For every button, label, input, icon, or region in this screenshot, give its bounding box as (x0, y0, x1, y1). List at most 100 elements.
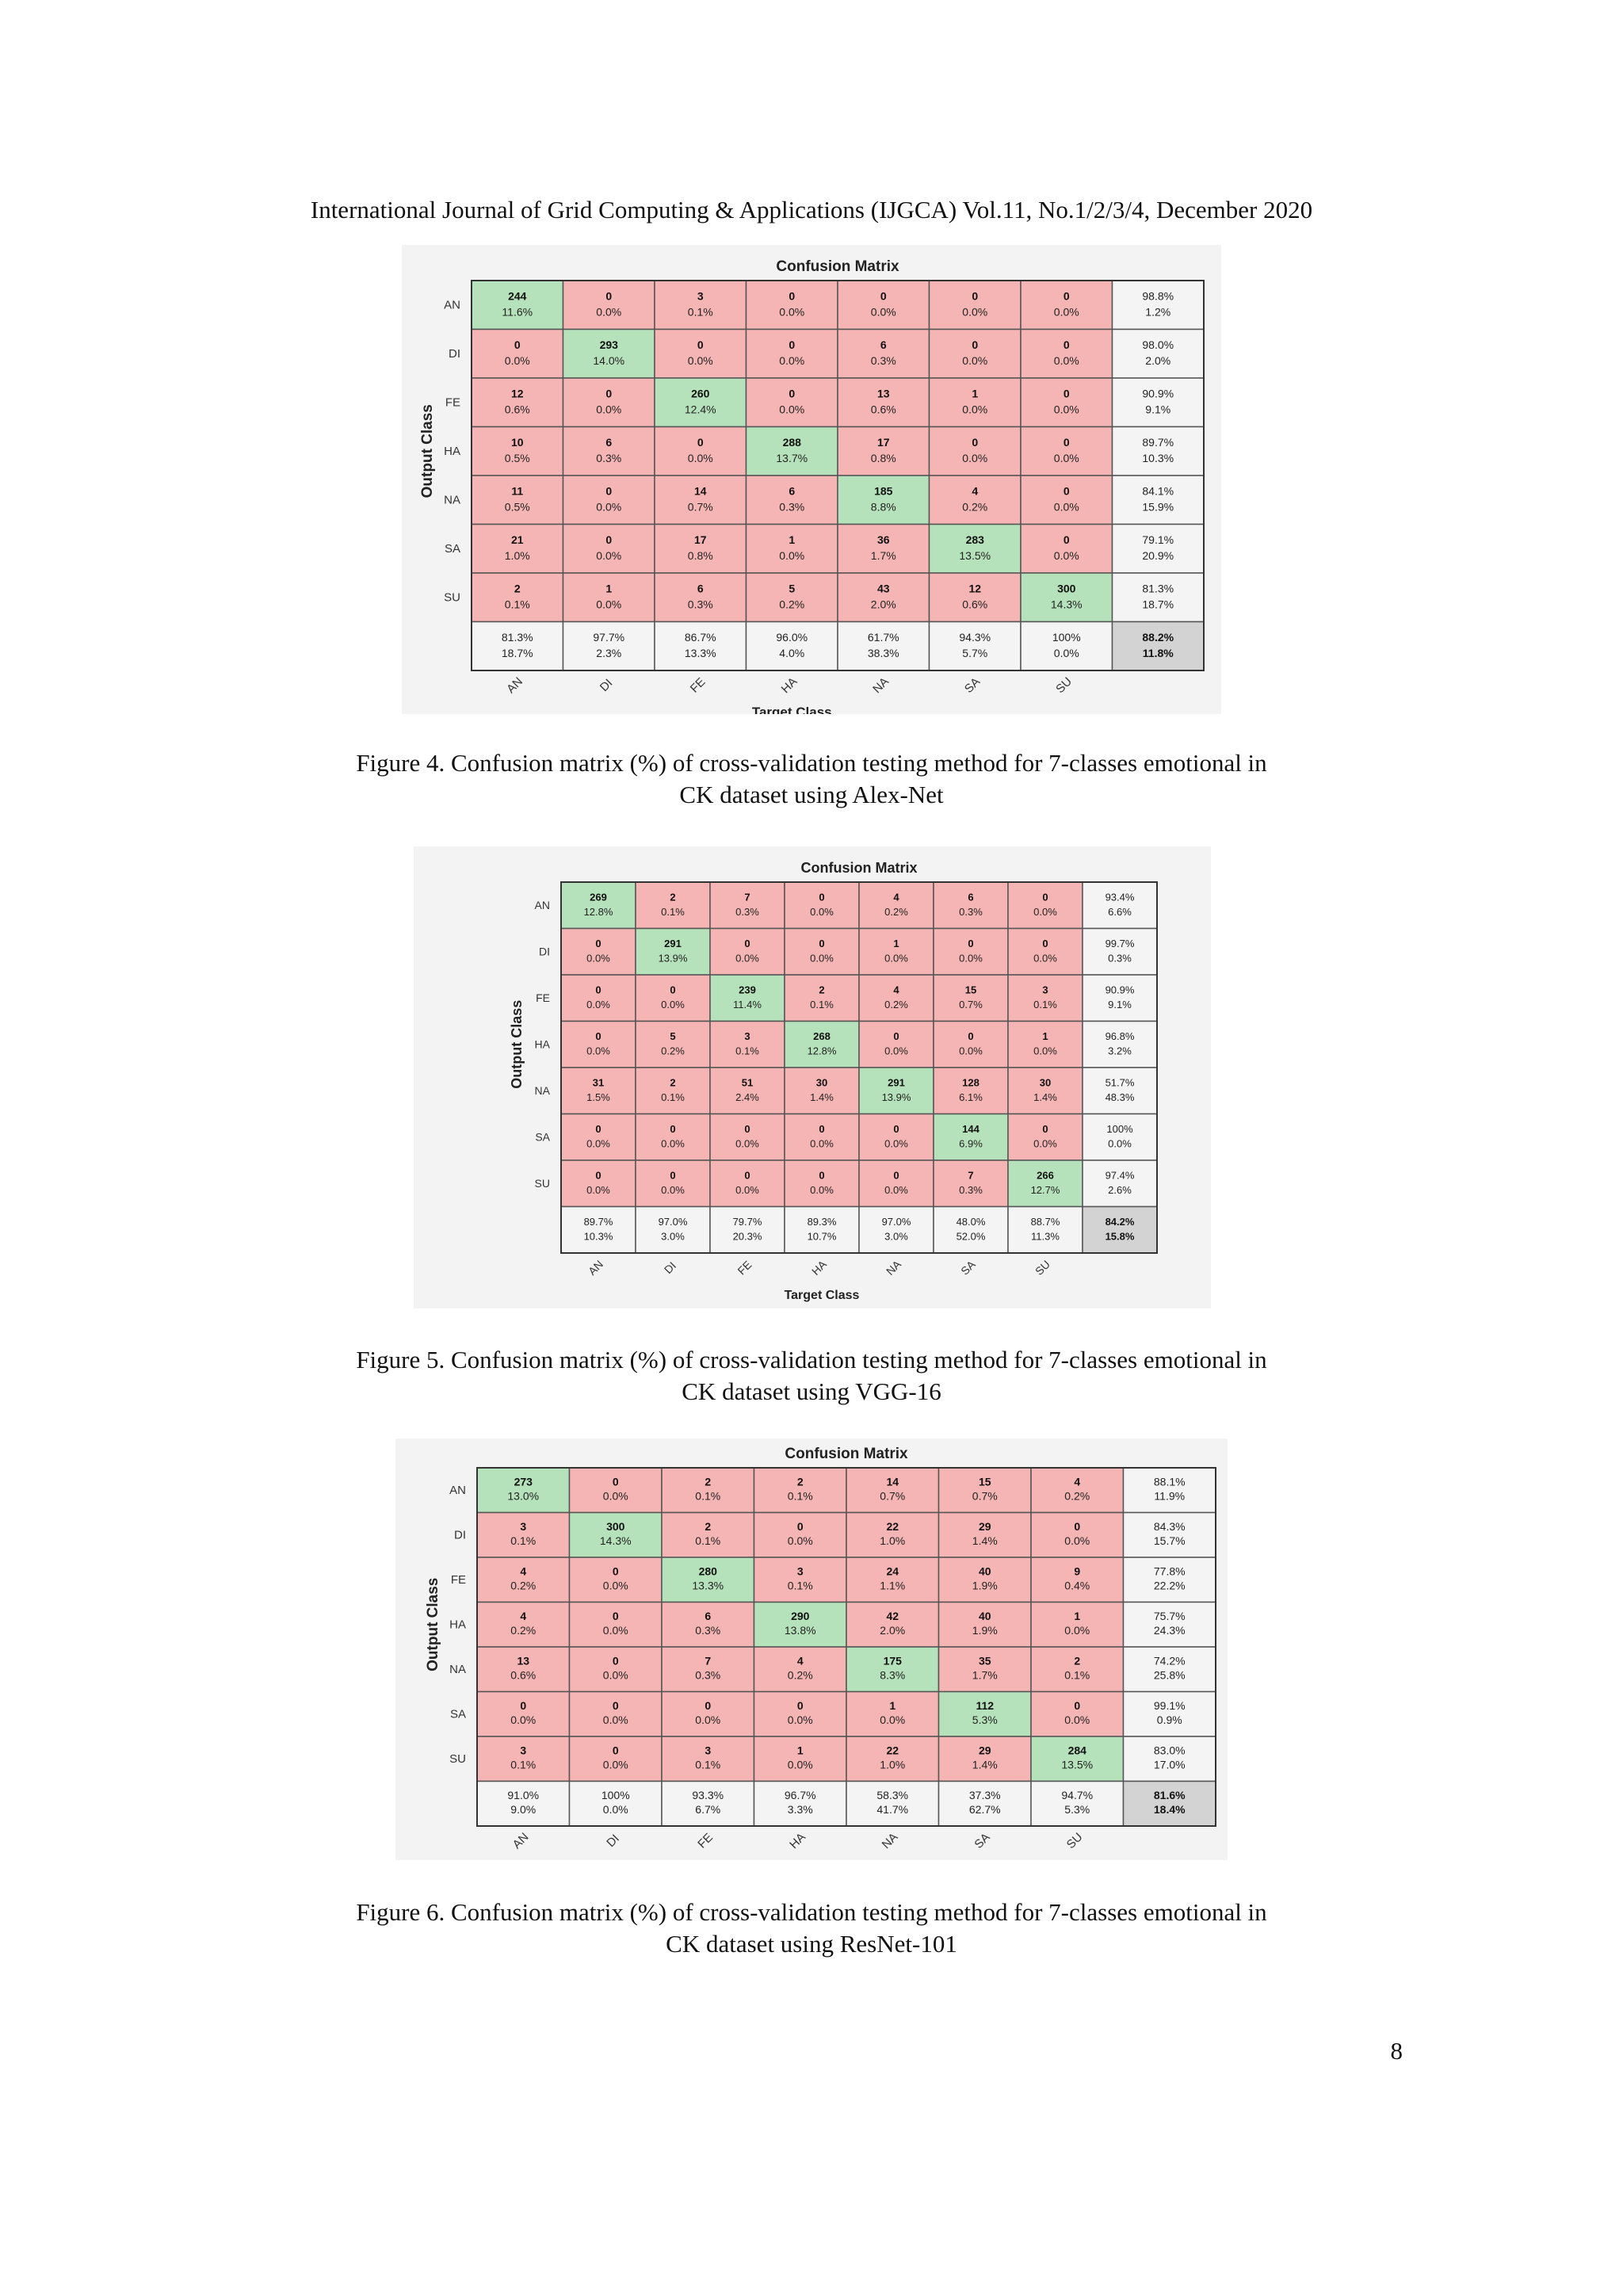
matrix-cell (562, 377, 655, 428)
matrix-cell (858, 927, 934, 976)
cell-count: 0 (789, 338, 795, 351)
cell-percent: 12.8% (808, 1045, 837, 1057)
cell-count: 7 (968, 1169, 973, 1181)
col-recall: 94.7% (1061, 1789, 1093, 1801)
cell-count: 0 (972, 290, 978, 303)
cell-percent: 0.1% (1033, 999, 1057, 1010)
cell-count: 112 (976, 1699, 994, 1712)
col-error: 0.0% (1054, 647, 1079, 659)
cell-percent: 0.0% (603, 1580, 628, 1592)
matrix-cell (476, 1736, 571, 1782)
cell-count: 0 (1074, 1520, 1080, 1533)
cell-count: 29 (979, 1520, 991, 1533)
cell-count: 0 (744, 1169, 750, 1181)
row-precision: 100% (1106, 1123, 1133, 1135)
cell-percent: 0.0% (810, 906, 834, 918)
matrix-cell (745, 475, 838, 525)
output-class-tick: DI (449, 347, 460, 361)
target-class-tick: SA (962, 675, 983, 696)
cell-percent: 0.2% (661, 1045, 685, 1057)
cell-percent: 0.0% (586, 1045, 610, 1057)
cell-percent: 1.0% (880, 1534, 905, 1547)
matrix-cell (784, 881, 860, 930)
col-recall: 97.0% (882, 1216, 911, 1228)
col-recall: 88.7% (1031, 1216, 1060, 1228)
cell-count: 17 (877, 436, 890, 449)
col-recall: 100% (1052, 631, 1081, 644)
output-class-tick: SU (535, 1177, 550, 1190)
matrix-cell (1007, 1113, 1083, 1161)
matrix-cell (1030, 1511, 1125, 1558)
matrix-cell (753, 1511, 847, 1558)
matrix-cell (1020, 377, 1113, 428)
cell-percent: 0.1% (510, 1759, 536, 1771)
matrix-cell (635, 1159, 711, 1208)
col-summary-cell (837, 621, 930, 671)
col-recall: 48.0% (957, 1216, 986, 1228)
col-error: 4.0% (779, 647, 804, 659)
cell-percent: 0.0% (810, 1138, 834, 1150)
matrix-cell (635, 974, 711, 1022)
row-precision: 97.4% (1106, 1169, 1135, 1181)
row-summary-cell (1122, 1467, 1216, 1514)
matrix-cell (928, 280, 1022, 330)
cell-percent: 0.0% (779, 305, 804, 318)
cell-percent: 0.2% (788, 1669, 813, 1682)
confusion-matrix-figure-5: Confusion Matrix 269 12.8% 2 0.1% 7 0.3% 0 0.0% 4… (414, 846, 1211, 1308)
x-axis-label: Target Class (752, 705, 832, 714)
matrix-cell (476, 1646, 571, 1693)
row-error: 25.8% (1154, 1669, 1186, 1682)
cell-count: 36 (877, 533, 890, 546)
target-class-tick: FE (688, 675, 708, 696)
cell-percent: 0.3% (959, 906, 983, 918)
matrix-cell (846, 1736, 940, 1782)
target-class-tick: NA (870, 674, 892, 696)
cell-percent: 13.3% (692, 1580, 724, 1592)
figure-6-caption: Figure 6. Confusion matrix (%) of cross-… (238, 1897, 1385, 1960)
target-class-tick: DI (598, 677, 616, 695)
cell-percent: 8.8% (871, 500, 896, 513)
matrix-cell (837, 572, 930, 623)
cell-count: 4 (520, 1565, 526, 1578)
matrix-cell (938, 1467, 1032, 1514)
cell-count: 0 (605, 533, 612, 546)
cell-count: 1 (893, 938, 899, 949)
cell-count: 0 (697, 436, 704, 449)
target-class-tick: SU (1033, 1258, 1052, 1278)
cell-count: 0 (697, 338, 704, 351)
cell-percent: 11.6% (502, 305, 533, 318)
matrix-cell (938, 1690, 1032, 1737)
matrix-cell (562, 328, 655, 379)
row-precision: 79.1% (1142, 533, 1174, 546)
cell-percent: 0.0% (603, 1624, 628, 1637)
matrix-cell (654, 377, 747, 428)
matrix-cell (471, 572, 564, 623)
col-recall: 91.0% (507, 1789, 539, 1801)
cell-percent: 0.0% (735, 953, 759, 965)
cell-percent: 0.3% (688, 598, 713, 610)
cell-count: 0 (595, 1030, 601, 1042)
cell-count: 280 (699, 1565, 718, 1578)
matrix-cell (568, 1557, 663, 1603)
matrix-cell (654, 523, 747, 574)
cell-count: 2 (797, 1476, 804, 1488)
cell-percent: 0.1% (505, 598, 530, 610)
cell-count: 29 (979, 1744, 991, 1757)
col-summary-cell (661, 1780, 755, 1827)
cell-percent: 0.0% (810, 1184, 834, 1196)
col-error: 11.3% (1031, 1231, 1060, 1243)
cell-count: 268 (813, 1030, 831, 1042)
cell-percent: 0.1% (788, 1580, 813, 1592)
cell-count: 0 (670, 984, 675, 995)
col-error: 2.3% (596, 647, 621, 659)
matrix-cell (471, 426, 564, 476)
cell-count: 0 (893, 1030, 899, 1042)
matrix-cell (753, 1557, 847, 1603)
cell-percent: 14.3% (1051, 598, 1083, 610)
matrix-cell (562, 523, 655, 574)
matrix-cell (938, 1511, 1032, 1558)
overall-error: 18.4% (1154, 1803, 1186, 1816)
cell-percent: 13.9% (882, 1091, 911, 1103)
row-precision: 74.2% (1154, 1655, 1186, 1668)
output-class-tick: DI (454, 1529, 466, 1542)
